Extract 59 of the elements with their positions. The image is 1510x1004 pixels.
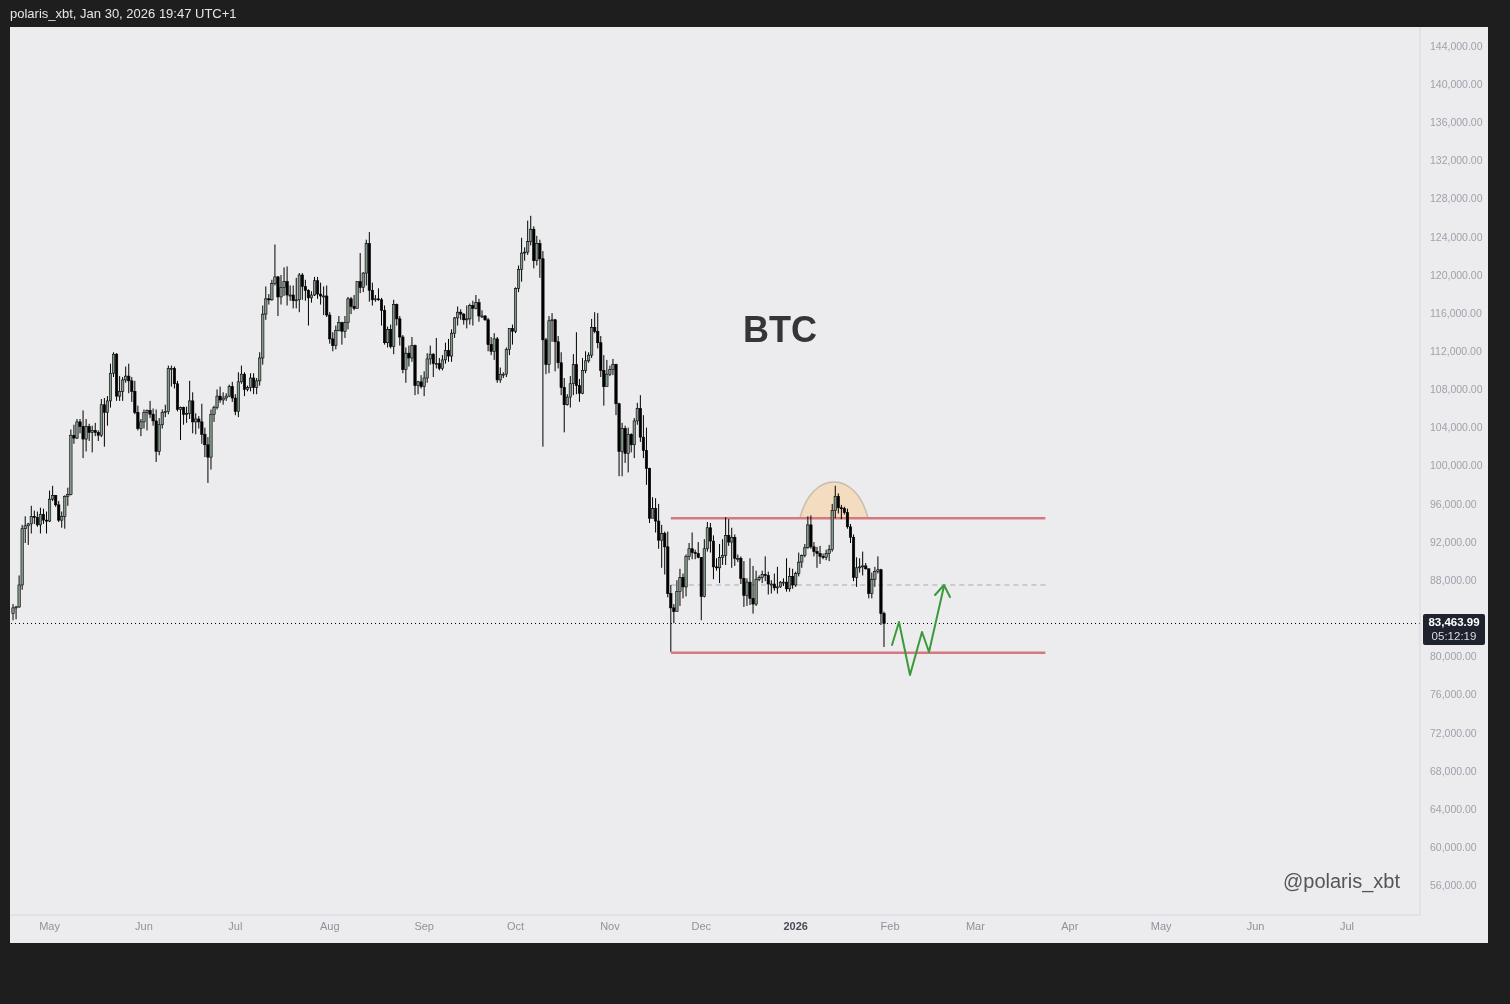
- y-tick-label: 72,000.00: [1430, 726, 1477, 739]
- y-tick-label: 100,000.00: [1430, 459, 1483, 472]
- x-tick-label: Aug: [319, 920, 340, 932]
- x-tick-label: Jun: [135, 920, 153, 932]
- candlestick: [742, 560, 746, 608]
- y-tick-label: 56,000.00: [1430, 879, 1477, 892]
- y-tick-label: 76,000.00: [1430, 688, 1477, 701]
- y-tick-label: 136,000.00: [1430, 116, 1483, 129]
- y-tick-label: 104,000.00: [1430, 421, 1483, 434]
- x-tick-label: Apr: [1061, 920, 1079, 932]
- candlestick: [11, 603, 15, 621]
- chart-subtitle: polaris_xbt, Jan 30, 2026 19:47 UTC+1: [10, 6, 237, 22]
- y-tick-label: 88,000.00: [1430, 573, 1477, 586]
- candlestick: [294, 277, 298, 309]
- y-tick-label: 108,000.00: [1430, 383, 1483, 396]
- candlestick: [477, 298, 481, 323]
- y-tick-label: 140,000.00: [1430, 77, 1483, 90]
- x-tick-label: Dec: [691, 920, 712, 932]
- y-tick-label: 132,000.00: [1430, 154, 1483, 167]
- candlestick: [815, 546, 819, 569]
- y-tick-label: 112,000.00: [1430, 345, 1482, 358]
- y-tick-label: 96,000.00: [1430, 497, 1477, 510]
- y-tick-label: 120,000.00: [1430, 268, 1483, 281]
- x-tick-label: May: [39, 920, 61, 932]
- y-tick-label: 92,000.00: [1430, 535, 1477, 548]
- candlestick: [300, 272, 304, 301]
- y-tick-label: 116,000.00: [1430, 306, 1482, 319]
- x-tick-label: Jun: [1246, 920, 1265, 932]
- candlestick: [334, 325, 338, 350]
- x-tick-label: Feb: [880, 920, 900, 932]
- y-tick-label: 124,000.00: [1430, 230, 1483, 243]
- annotation: @polaris_xbt: [1282, 869, 1400, 893]
- candlestick: [724, 516, 728, 566]
- candlestick: [188, 380, 192, 420]
- text: BTC: [743, 309, 817, 350]
- x-tick-label: Jul: [228, 920, 243, 932]
- y-tick-label: 144,000.00: [1430, 39, 1483, 52]
- candlestick: [322, 285, 326, 316]
- candlestick: [468, 303, 472, 326]
- y-tick-label: 128,000.00: [1430, 192, 1483, 205]
- y-tick-label: 60,000.00: [1430, 841, 1477, 854]
- x-tick-label: Mar: [965, 920, 986, 932]
- candlestick: [818, 545, 822, 565]
- candlestick: [81, 409, 85, 459]
- x-tick-label: May: [1150, 920, 1173, 932]
- candlestick: [75, 418, 79, 440]
- x-tick-label: Nov: [600, 920, 621, 932]
- y-tick-label: 68,000.00: [1430, 764, 1477, 777]
- candlestick: [660, 524, 664, 569]
- ref-line-label: 83,463.99: [1427, 615, 1481, 630]
- candlestick: [824, 549, 828, 561]
- x-tick-label: 2026: [783, 920, 808, 932]
- x-tick-label: Sep: [414, 920, 434, 932]
- y-tick-label: 64,000.00: [1430, 802, 1477, 815]
- price-tag: 83,463.99 05:12:19: [1423, 614, 1485, 646]
- y-tick-label: 80,000.00: [1430, 650, 1477, 663]
- x-tick-label: Jul: [1339, 920, 1354, 932]
- candlestick: [730, 527, 734, 569]
- x-tick-label: Oct: [506, 920, 525, 932]
